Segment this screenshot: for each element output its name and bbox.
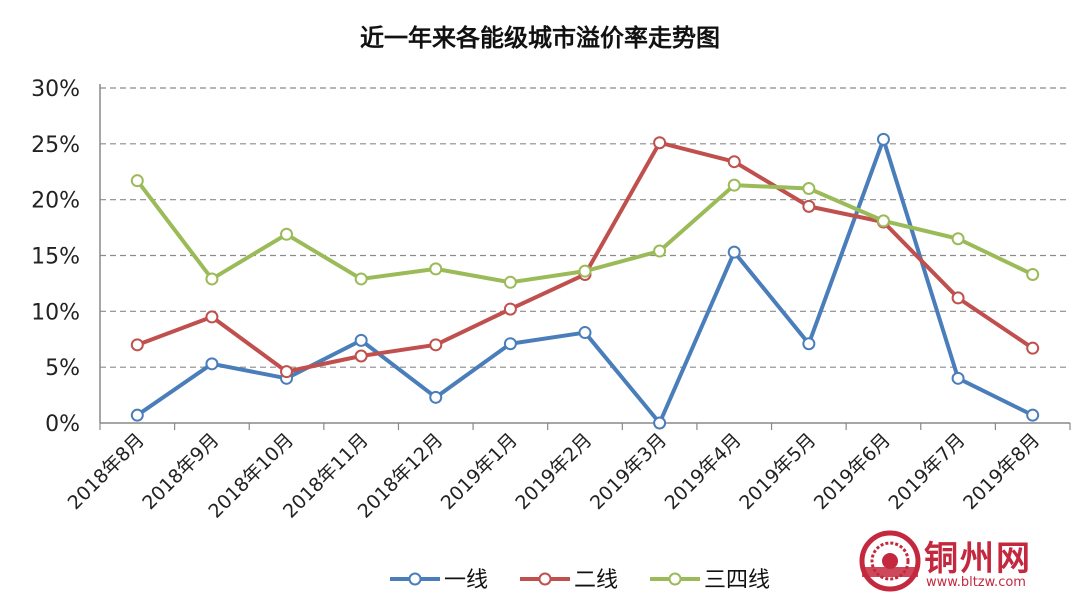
x-tick-label: 2019年6月 bbox=[810, 429, 895, 514]
data-point bbox=[727, 155, 741, 169]
y-tick-label: 20% bbox=[31, 189, 80, 214]
x-tick-label: 2019年8月 bbox=[959, 429, 1044, 514]
data-point bbox=[130, 408, 144, 422]
data-point bbox=[578, 264, 592, 278]
data-point bbox=[1026, 341, 1040, 355]
data-point bbox=[429, 390, 443, 404]
watermark-logo: 铜州网 www.bltzw.com bbox=[858, 527, 1068, 597]
x-tick-label: 2019年3月 bbox=[586, 429, 671, 514]
data-point bbox=[1026, 408, 1040, 422]
data-point bbox=[354, 272, 368, 286]
data-point bbox=[205, 310, 219, 324]
data-point bbox=[802, 182, 816, 195]
data-point bbox=[653, 416, 667, 430]
data-point bbox=[354, 349, 368, 363]
legend-label-2: 二线 bbox=[574, 568, 618, 593]
legend-marker-2 bbox=[538, 572, 552, 586]
y-tick-label: 25% bbox=[31, 133, 80, 158]
data-point bbox=[503, 275, 517, 289]
series-line-1 bbox=[136, 137, 1034, 425]
y-tick-label: 30% bbox=[31, 77, 80, 102]
data-point bbox=[951, 371, 965, 385]
data-point bbox=[653, 244, 667, 258]
x-tick-label: 2018年8月 bbox=[64, 429, 149, 514]
data-point bbox=[951, 232, 965, 246]
watermark-url: www.bltzw.com bbox=[926, 575, 1026, 590]
data-point bbox=[205, 272, 219, 286]
data-point bbox=[951, 291, 965, 305]
data-point bbox=[1026, 267, 1040, 281]
data-point bbox=[876, 214, 890, 228]
data-point bbox=[280, 227, 294, 241]
y-tick-label: 0% bbox=[45, 412, 80, 437]
legend-marker-1 bbox=[408, 572, 422, 586]
data-point bbox=[578, 326, 592, 340]
data-point bbox=[354, 333, 368, 347]
legend-marker-3 bbox=[668, 572, 682, 586]
data-point bbox=[429, 262, 443, 276]
x-tick-label: 2019年2月 bbox=[511, 429, 596, 514]
y-tick-label: 15% bbox=[31, 245, 80, 270]
chart-title: 近一年来各能级城市溢价率走势图 bbox=[360, 24, 720, 52]
watermark-name: 铜州网 bbox=[924, 539, 1032, 579]
data-point bbox=[727, 245, 741, 259]
data-point bbox=[727, 178, 741, 192]
x-tick-label: 2019年7月 bbox=[884, 429, 969, 514]
x-tick-label: 2019年4月 bbox=[661, 429, 746, 514]
legend-label-3: 三四线 bbox=[704, 568, 770, 593]
legend-label-1: 一线 bbox=[444, 568, 488, 593]
seal-icon bbox=[859, 530, 921, 592]
x-tick-label: 2019年1月 bbox=[437, 429, 522, 514]
data-point bbox=[205, 357, 219, 371]
data-point bbox=[130, 338, 144, 352]
data-point bbox=[876, 132, 890, 146]
y-tick-label: 5% bbox=[45, 356, 80, 381]
data-point bbox=[802, 199, 816, 213]
y-tick-label: 10% bbox=[31, 300, 80, 325]
data-point bbox=[280, 365, 294, 379]
data-point bbox=[503, 337, 517, 351]
data-point bbox=[503, 302, 517, 316]
data-point bbox=[653, 136, 667, 150]
x-tick-label: 2019年5月 bbox=[735, 429, 820, 514]
data-point bbox=[802, 337, 816, 351]
data-point bbox=[130, 174, 144, 188]
data-point bbox=[429, 338, 443, 352]
